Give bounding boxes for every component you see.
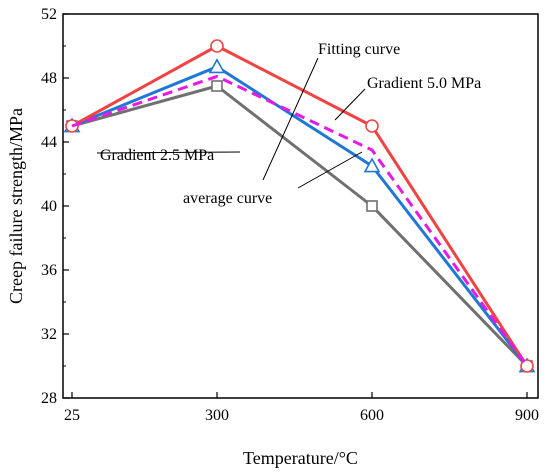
series-line — [71, 74, 529, 367]
data-point — [363, 157, 381, 173]
axes-layer: 28 32 36 40 44 48 52 25 300 600 900 Temperature/°C C… — [6, 6, 539, 468]
y-tick-label: 32 — [41, 326, 57, 343]
series-line — [71, 84, 529, 368]
annotation-leader-gradient-5 — [334, 88, 366, 121]
annotation-leader-gradient-2-5 — [96, 151, 241, 154]
annotation-gradient-5: Gradient 5.0 MPa — [367, 75, 481, 92]
plot-frame — [62, 13, 539, 399]
annotation-gradient-2-5: Gradient 2.5 MPa — [100, 147, 214, 164]
series-line — [71, 65, 529, 367]
series-line — [71, 44, 529, 367]
x-axis-title: Temperature/°C — [243, 448, 358, 468]
data-point — [520, 359, 534, 373]
y-tick-label: 40 — [41, 198, 57, 215]
data-point — [210, 39, 224, 53]
y-tick-label: 48 — [41, 70, 57, 87]
x-tick-label: 900 — [515, 407, 539, 424]
annotation-layer: Fitting curve Gradient 5.0 MPa Gradient … — [96, 41, 481, 207]
annotation-average-curve: average curve — [183, 190, 272, 207]
x-tick-label: 300 — [205, 407, 229, 424]
series-gradient-2-5-mpa — [66, 80, 533, 372]
y-tick-label: 36 — [41, 262, 57, 279]
series-layer — [63, 39, 536, 373]
annotation-leader-fitting — [262, 57, 319, 181]
data-point — [366, 200, 378, 212]
x-tick-label: 600 — [360, 407, 384, 424]
data-point — [208, 58, 226, 74]
annotation-leader-average — [297, 151, 363, 189]
series-gradient-5-0-mpa — [63, 58, 536, 373]
y-axis-title: Creep failure strength/MPa — [6, 108, 26, 304]
series-average-curve — [71, 74, 529, 367]
x-tick-label: 25 — [64, 407, 80, 424]
annotation-fitting-curve: Fitting curve — [318, 41, 400, 58]
y-tick-label: 28 — [41, 390, 57, 407]
series-fitting-curve — [65, 39, 534, 373]
data-point — [211, 80, 223, 92]
y-tick-label: 44 — [41, 134, 57, 151]
y-tick-label: 52 — [41, 6, 57, 23]
data-point — [365, 119, 379, 133]
